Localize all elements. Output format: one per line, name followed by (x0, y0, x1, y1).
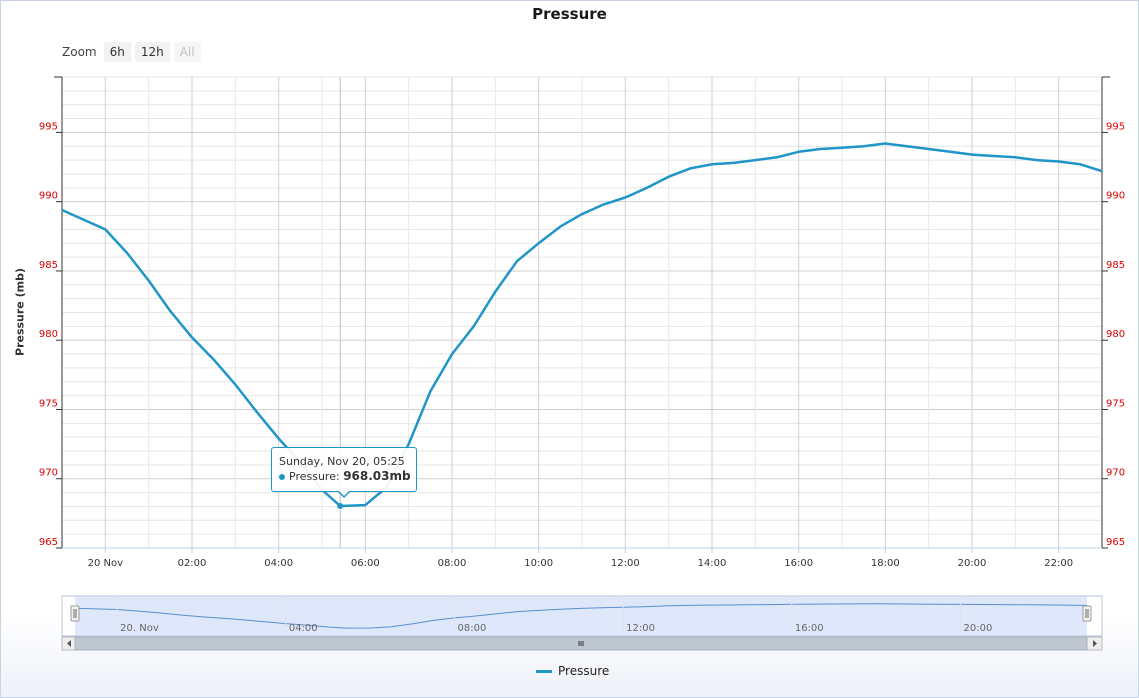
tooltip-body: Pressure: 968.03mb (279, 469, 411, 484)
x-tick-label: 04:00 (264, 558, 293, 569)
y-tick-label-left: 965 (39, 537, 58, 548)
legend-swatch (536, 669, 552, 673)
handle-body (70, 605, 80, 622)
axes: 965 965 970 970 975 975 980 980 985 985 990 990 995 9… (39, 76, 1125, 569)
tooltip-series-name: Pressure: (289, 470, 340, 483)
hover-point (337, 503, 344, 510)
navigator-label: 08:00 (458, 623, 487, 634)
navigator[interactable]: 20. Nov 04:00 08:00 12:00 16:00 20:00 (61, 595, 1103, 651)
x-tick-label: 10:00 (524, 558, 553, 569)
x-tick-label: 20:00 (958, 558, 987, 569)
handle-body (1082, 605, 1092, 622)
y-tick-label-right: 995 (1106, 121, 1125, 132)
x-tick-label: 16:00 (784, 558, 813, 569)
navigator-left-handle[interactable] (70, 605, 80, 622)
y-tick-label-left: 990 (39, 191, 58, 202)
x-tick-label: 08:00 (438, 558, 467, 569)
scroll-left-arrow-icon[interactable] (67, 640, 71, 647)
navigator-label: 12:00 (626, 623, 655, 634)
navigator-label: 04:00 (289, 623, 318, 634)
y-tick-label-right: 990 (1106, 191, 1125, 202)
x-tick-label: 14:00 (698, 558, 727, 569)
legend[interactable]: Pressure (536, 664, 609, 678)
y-tick-label-left: 995 (39, 121, 58, 132)
tooltip-series-dot (279, 474, 285, 480)
y-tick-label-right: 975 (1106, 398, 1125, 409)
legend-label: Pressure (558, 664, 610, 678)
tooltip: Sunday, Nov 20, 05:25 Pressure: 968.03mb (271, 447, 417, 492)
tooltip-value: 968.03mb (343, 469, 411, 483)
x-tick-label: 20 Nov (88, 558, 124, 569)
y-tick-label-right: 980 (1106, 329, 1125, 340)
zoom-controls: Zoom 6h 12h All (62, 42, 201, 62)
x-tick-label: 06:00 (351, 558, 380, 569)
grid (62, 76, 1102, 549)
zoom-all-button[interactable]: All (173, 42, 201, 62)
y-tick-label-right: 970 (1106, 468, 1125, 479)
y-tick-label-left: 980 (39, 329, 58, 340)
series-layer (61, 142, 1103, 510)
navigator-label: 20:00 (964, 623, 993, 634)
scroll-right-arrow-icon[interactable] (1093, 640, 1097, 647)
zoom-label: Zoom (62, 45, 97, 59)
y-tick-label-right: 965 (1106, 537, 1125, 548)
zoom-12h-button[interactable]: 12h (134, 42, 170, 62)
y-tick-label-left: 985 (39, 260, 58, 271)
x-tick-label: 02:00 (178, 558, 207, 569)
navigator-series (74, 603, 1088, 629)
y-tick-label-left: 970 (39, 468, 58, 479)
navigator-label: 16:00 (795, 623, 824, 634)
navigator-label: 20. Nov (120, 623, 159, 634)
navigator-selection (75, 596, 1087, 636)
pressure-line (61, 142, 1103, 508)
tooltip-header: Sunday, Nov 20, 05:25 (279, 455, 405, 468)
x-tick-label: 22:00 (1044, 558, 1073, 569)
chart-title: Pressure (532, 5, 607, 23)
y-tick-label-left: 975 (39, 398, 58, 409)
tooltip-pointer-inner (338, 490, 350, 496)
zoom-6h-button[interactable]: 6h (103, 42, 131, 62)
y-tick-label-right: 985 (1106, 260, 1125, 271)
x-tick-label: 18:00 (871, 558, 900, 569)
x-tick-label: 12:00 (611, 558, 640, 569)
navigator-right-handle[interactable] (1082, 605, 1092, 622)
